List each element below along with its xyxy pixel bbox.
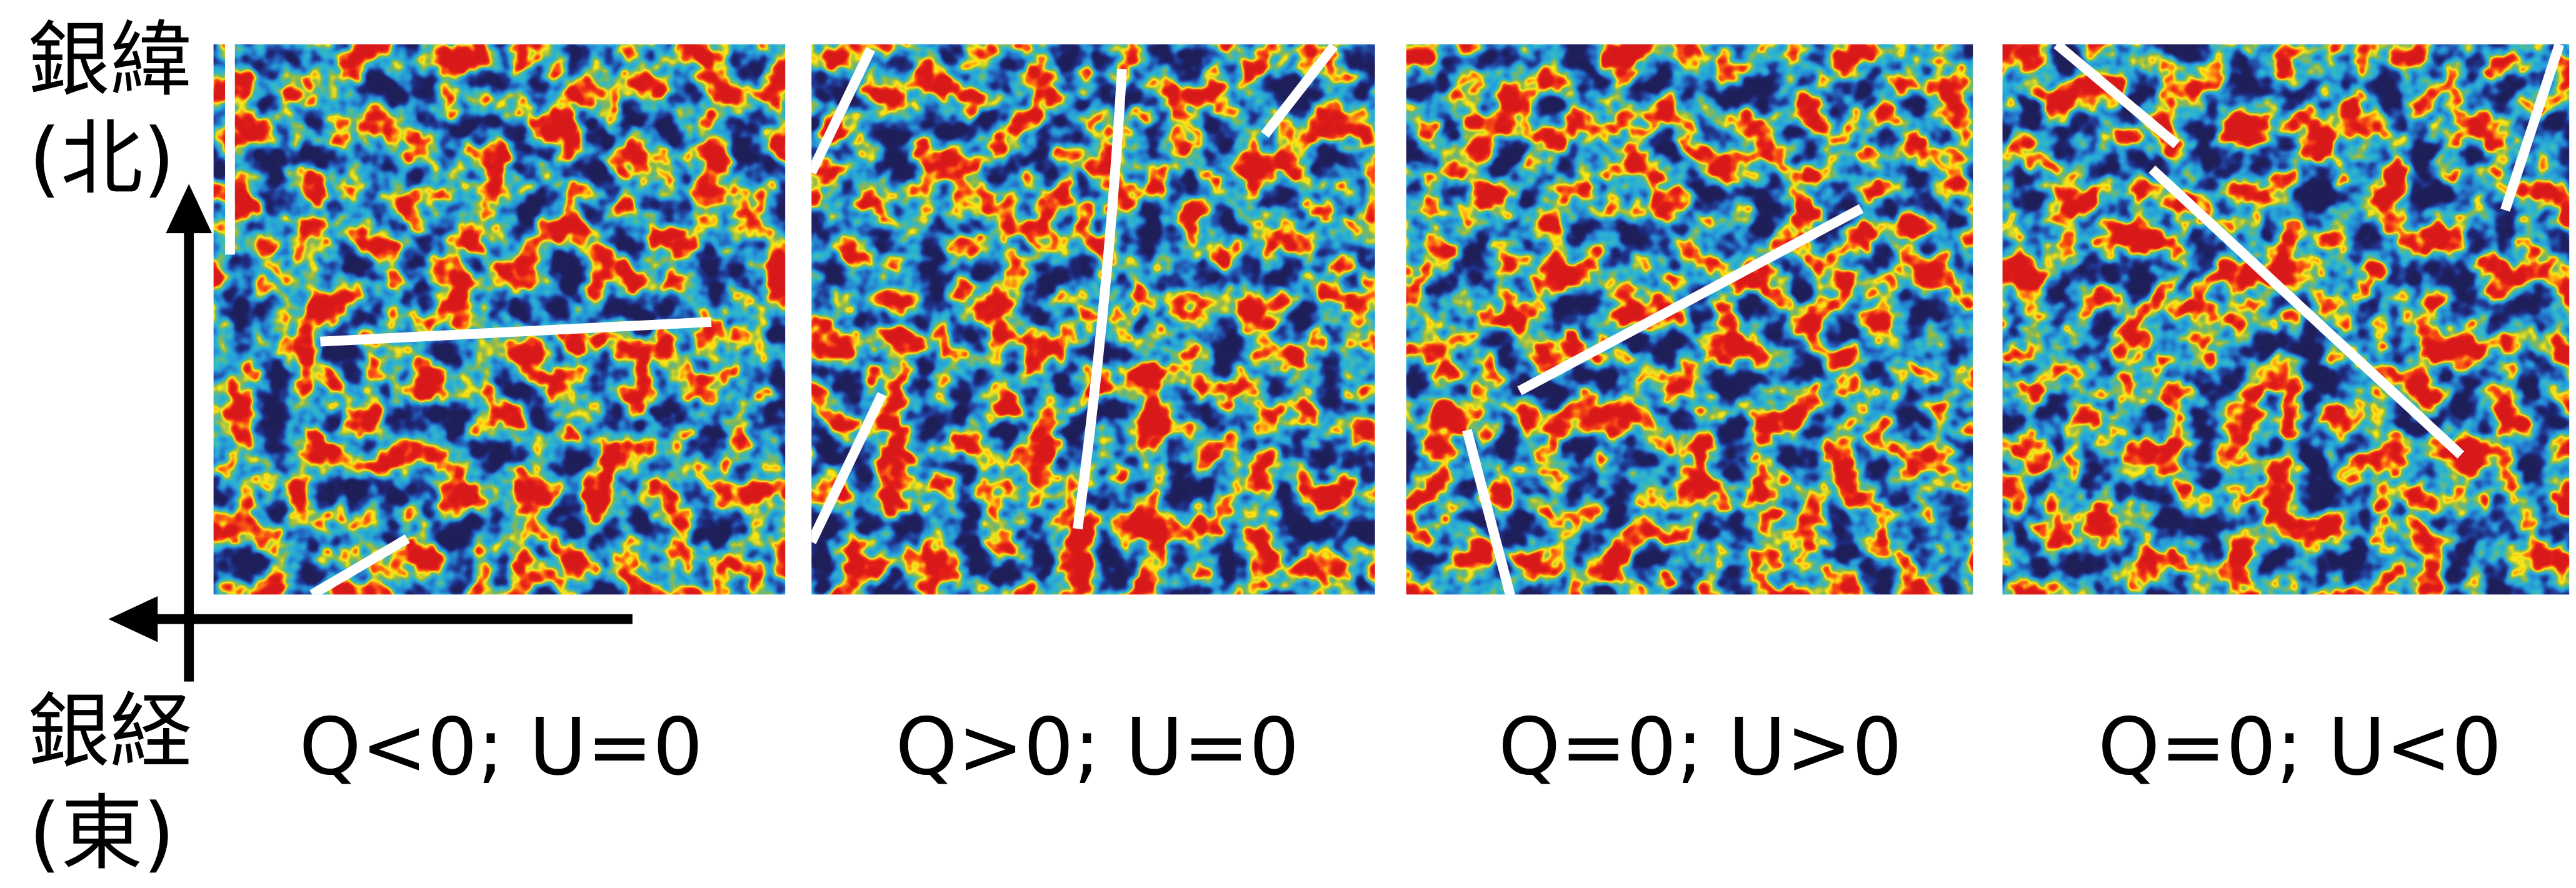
axis-label: (北) xyxy=(29,111,175,206)
panel-label: Q<0; U=0 xyxy=(299,701,703,792)
map-panel xyxy=(214,41,786,595)
noise-map xyxy=(811,44,1375,594)
map-panel xyxy=(2003,44,2570,594)
figure: 銀緯 (北) 銀経 (東) Q<0; U=0 Q>0; U=0 Q=0; U>0… xyxy=(0,0,2576,888)
map-panel xyxy=(811,44,1375,594)
panel-label: Q>0; U=0 xyxy=(895,701,1299,792)
figure-content: 銀緯 (北) 銀経 (東) Q<0; U=0 Q>0; U=0 Q=0; U>0… xyxy=(28,12,2569,881)
axis-label: (東) xyxy=(29,786,175,881)
noise-map xyxy=(2003,44,2570,594)
arrowhead xyxy=(108,596,158,642)
axis-label: 銀経 xyxy=(28,684,193,779)
panel-label: Q=0; U>0 xyxy=(1498,701,1902,792)
map-panel xyxy=(1406,44,1973,599)
panel-label: Q=0; U<0 xyxy=(2098,701,2502,792)
axis-label: 銀緯 xyxy=(28,12,193,107)
